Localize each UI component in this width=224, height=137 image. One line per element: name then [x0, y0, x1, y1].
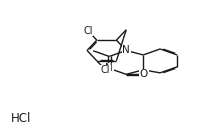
- Text: HCl: HCl: [11, 112, 31, 125]
- Text: N: N: [105, 63, 113, 73]
- Text: N: N: [122, 45, 130, 55]
- Text: Cl: Cl: [101, 65, 110, 75]
- Text: O: O: [140, 69, 148, 79]
- Text: Cl: Cl: [83, 26, 93, 36]
